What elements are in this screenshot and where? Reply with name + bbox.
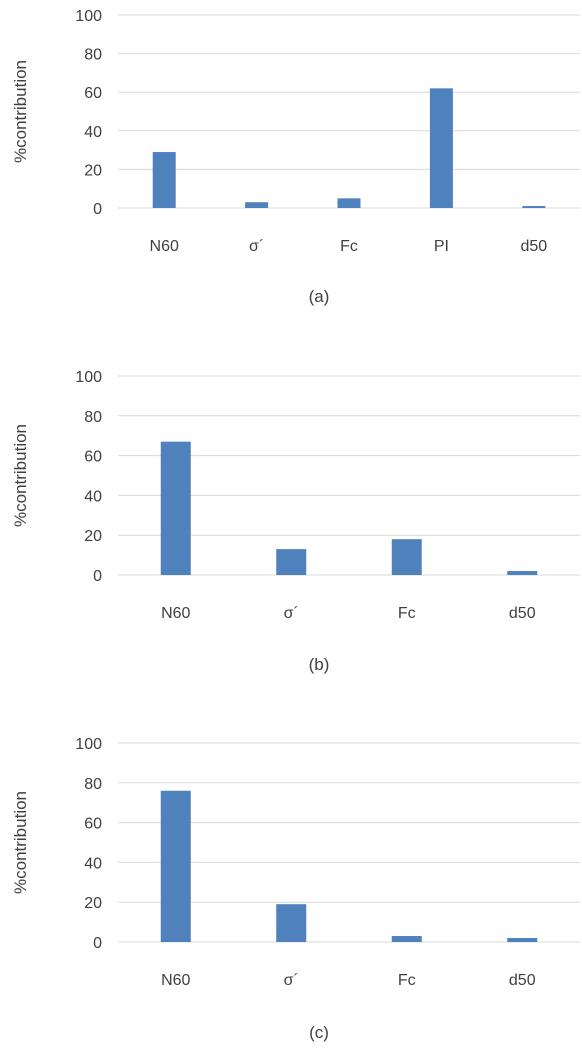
y-tick-label: 100: [75, 8, 102, 25]
bar-Fc: [391, 936, 422, 942]
y-tick-label: 40: [84, 124, 102, 141]
bar-σ´: [276, 549, 307, 575]
chart-panel-1: 0 20 40 60 80 100 %contribution N60 σ´ Fc d50 (b): [11, 369, 580, 674]
y-axis-label: %contribution: [11, 424, 30, 527]
x-tick-label: N60: [150, 238, 179, 255]
bar-d50: [507, 571, 538, 575]
y-tick-label: 80: [84, 776, 102, 793]
bar-σ´: [245, 202, 269, 208]
bar-Fc: [391, 539, 422, 575]
panel-caption: (c): [309, 1023, 329, 1042]
x-tick-label: PI: [434, 238, 449, 255]
y-tick-label: 100: [75, 369, 102, 386]
bar-σ´: [276, 904, 307, 942]
y-tick-label: 60: [84, 449, 102, 466]
y-tick-label: 60: [84, 816, 102, 833]
bar-N60: [160, 441, 191, 575]
bar-Fc: [337, 198, 361, 208]
x-tick-label: σ´: [249, 238, 264, 255]
x-tick-label: d50: [520, 238, 547, 255]
x-tick-label: d50: [509, 972, 536, 989]
bar-d50: [507, 938, 538, 942]
y-tick-label: 80: [84, 409, 102, 426]
x-tick-label: N60: [161, 605, 190, 622]
y-tick-label: 80: [84, 47, 102, 64]
chart-panel-2: 0 20 40 60 80 100 %contribution N60 σ´ Fc d50 (c): [11, 736, 580, 1042]
bar-N60: [152, 152, 176, 208]
y-tick-label: 0: [93, 568, 102, 585]
y-tick-label: 0: [93, 201, 102, 218]
chart-panel-0: 0 20 40 60 80 100 %contribution N60 σ´ Fc PI d50 (a): [11, 8, 580, 306]
x-tick-label: Fc: [398, 972, 416, 989]
bar-d50: [522, 206, 546, 208]
x-tick-label: σ´: [284, 605, 299, 622]
bar-PI: [429, 88, 453, 208]
y-axis-label: %contribution: [11, 791, 30, 894]
bar-N60: [160, 790, 191, 942]
x-tick-label: N60: [161, 972, 190, 989]
panel-caption: (a): [309, 287, 330, 306]
y-tick-label: 40: [84, 855, 102, 872]
x-tick-label: d50: [509, 605, 536, 622]
y-axis-label: %contribution: [11, 60, 30, 163]
y-tick-label: 20: [84, 528, 102, 545]
y-tick-label: 40: [84, 488, 102, 505]
panel-caption: (b): [309, 655, 330, 674]
y-tick-label: 20: [84, 895, 102, 912]
y-tick-label: 0: [93, 935, 102, 952]
x-tick-label: Fc: [340, 238, 358, 255]
y-tick-label: 60: [84, 85, 102, 102]
x-tick-label: Fc: [398, 605, 416, 622]
y-tick-label: 100: [75, 736, 102, 753]
x-tick-label: σ´: [284, 972, 299, 989]
y-tick-label: 20: [84, 162, 102, 179]
